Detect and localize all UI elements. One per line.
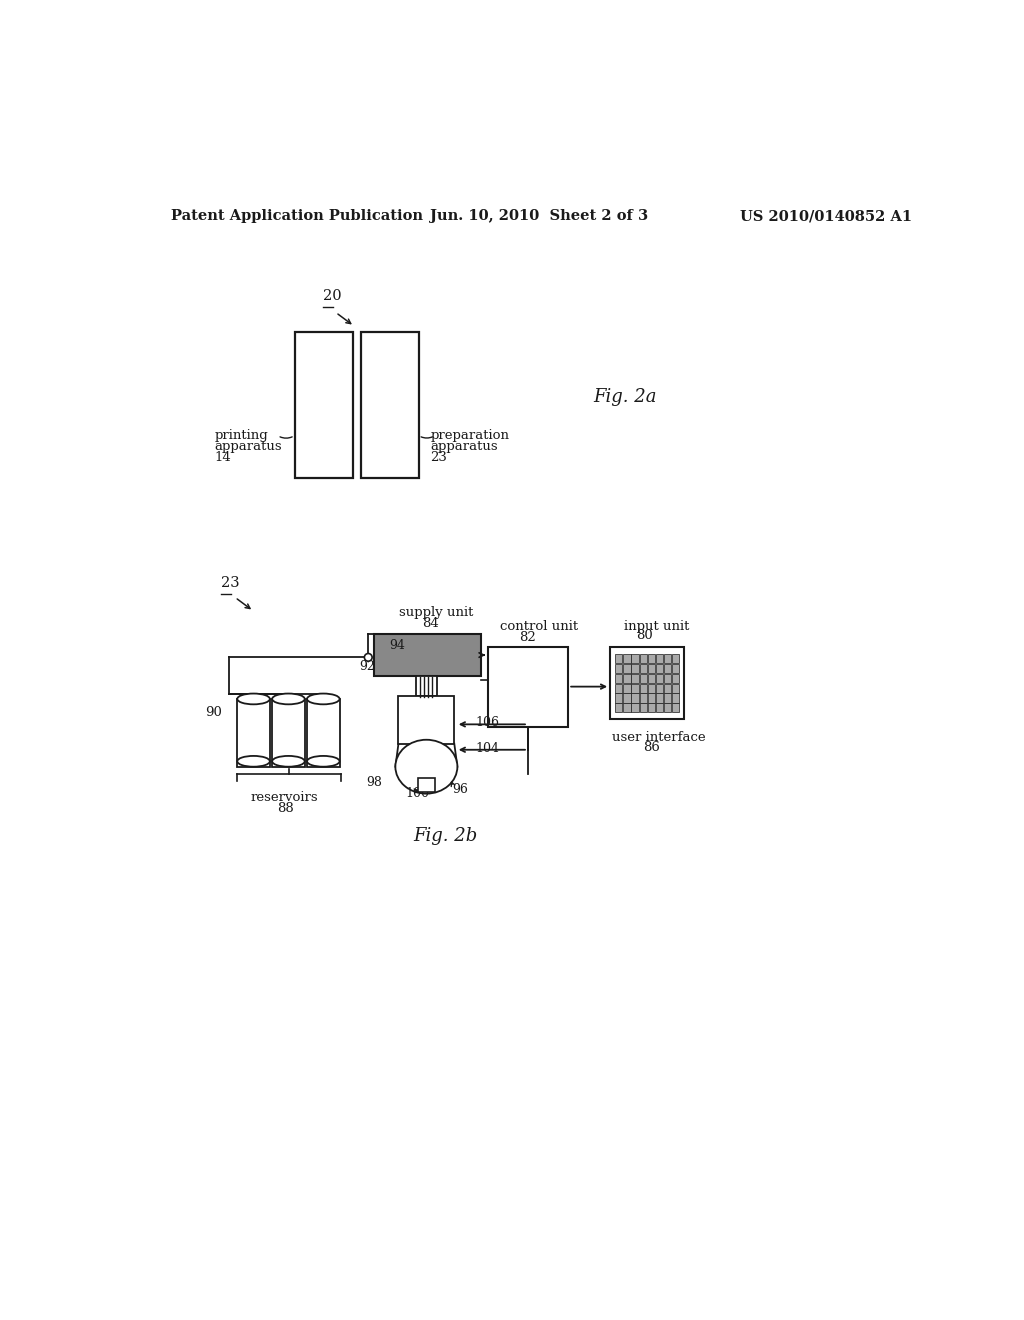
- Bar: [488, 647, 568, 726]
- Bar: [640, 704, 647, 713]
- Text: 20: 20: [324, 289, 342, 304]
- Text: US 2010/0140852 A1: US 2010/0140852 A1: [740, 209, 912, 223]
- Bar: [664, 693, 672, 702]
- Text: apparatus: apparatus: [430, 440, 498, 453]
- Bar: [664, 673, 672, 682]
- Bar: [615, 684, 623, 693]
- Bar: [615, 693, 623, 702]
- Text: 23: 23: [430, 450, 447, 463]
- Text: 106: 106: [475, 717, 500, 730]
- Text: Patent Application Publication: Patent Application Publication: [171, 209, 423, 223]
- Bar: [655, 653, 664, 663]
- Bar: [624, 653, 631, 663]
- Text: 80: 80: [636, 630, 653, 643]
- Bar: [272, 700, 305, 767]
- Ellipse shape: [272, 756, 305, 767]
- Text: supply unit: supply unit: [399, 606, 474, 619]
- Text: printing: printing: [215, 429, 268, 442]
- Text: 98: 98: [367, 776, 383, 788]
- Bar: [624, 704, 631, 713]
- Bar: [647, 673, 655, 682]
- Bar: [632, 704, 639, 713]
- Text: 23: 23: [221, 576, 240, 590]
- Ellipse shape: [395, 739, 458, 793]
- Bar: [647, 704, 655, 713]
- Bar: [398, 696, 455, 743]
- Ellipse shape: [238, 756, 270, 767]
- Bar: [632, 684, 639, 693]
- Bar: [640, 664, 647, 673]
- Bar: [640, 693, 647, 702]
- Text: 96: 96: [452, 783, 468, 796]
- Text: 92: 92: [359, 660, 375, 673]
- Text: user interface: user interface: [612, 731, 706, 744]
- Bar: [647, 664, 655, 673]
- Bar: [655, 684, 664, 693]
- Bar: [632, 693, 639, 702]
- Bar: [664, 704, 672, 713]
- Text: Jun. 10, 2010  Sheet 2 of 3: Jun. 10, 2010 Sheet 2 of 3: [430, 209, 648, 223]
- Bar: [624, 664, 631, 673]
- Text: 82: 82: [519, 631, 537, 644]
- Bar: [615, 673, 623, 682]
- Bar: [295, 331, 352, 478]
- Text: 104: 104: [475, 742, 500, 755]
- Bar: [307, 700, 340, 767]
- Bar: [640, 684, 647, 693]
- Bar: [672, 664, 679, 673]
- Bar: [632, 664, 639, 673]
- Text: 88: 88: [278, 801, 294, 814]
- Ellipse shape: [238, 693, 270, 705]
- Bar: [647, 653, 655, 663]
- Bar: [647, 684, 655, 693]
- Bar: [647, 693, 655, 702]
- Bar: [655, 693, 664, 702]
- Bar: [624, 673, 631, 682]
- Bar: [610, 647, 684, 719]
- Text: Fig. 2b: Fig. 2b: [414, 828, 477, 845]
- Ellipse shape: [307, 693, 340, 705]
- Bar: [655, 673, 664, 682]
- Bar: [664, 653, 672, 663]
- Text: 94: 94: [389, 639, 406, 652]
- Bar: [640, 653, 647, 663]
- Bar: [672, 673, 679, 682]
- Bar: [416, 676, 437, 696]
- Bar: [615, 664, 623, 673]
- Ellipse shape: [307, 756, 340, 767]
- Bar: [375, 635, 480, 676]
- Bar: [664, 664, 672, 673]
- Circle shape: [365, 653, 372, 661]
- Bar: [360, 331, 419, 478]
- Bar: [624, 684, 631, 693]
- Text: 90: 90: [206, 706, 222, 719]
- Bar: [615, 704, 623, 713]
- Ellipse shape: [272, 693, 305, 705]
- Text: 86: 86: [643, 741, 660, 754]
- Text: Fig. 2a: Fig. 2a: [593, 388, 656, 407]
- Bar: [418, 779, 435, 792]
- Text: 14: 14: [215, 450, 231, 463]
- Bar: [632, 653, 639, 663]
- Bar: [664, 684, 672, 693]
- Text: 100: 100: [406, 787, 429, 800]
- Text: input unit: input unit: [624, 620, 689, 634]
- Bar: [655, 664, 664, 673]
- Text: control unit: control unit: [500, 620, 579, 634]
- Bar: [238, 700, 270, 767]
- Bar: [615, 653, 623, 663]
- Bar: [672, 704, 679, 713]
- Text: 84: 84: [423, 616, 439, 630]
- Bar: [672, 693, 679, 702]
- Bar: [640, 673, 647, 682]
- Text: apparatus: apparatus: [215, 440, 283, 453]
- Bar: [655, 704, 664, 713]
- Bar: [672, 653, 679, 663]
- Bar: [624, 693, 631, 702]
- Text: reservoirs: reservoirs: [251, 791, 318, 804]
- Bar: [672, 684, 679, 693]
- Bar: [632, 673, 639, 682]
- Text: preparation: preparation: [430, 429, 509, 442]
